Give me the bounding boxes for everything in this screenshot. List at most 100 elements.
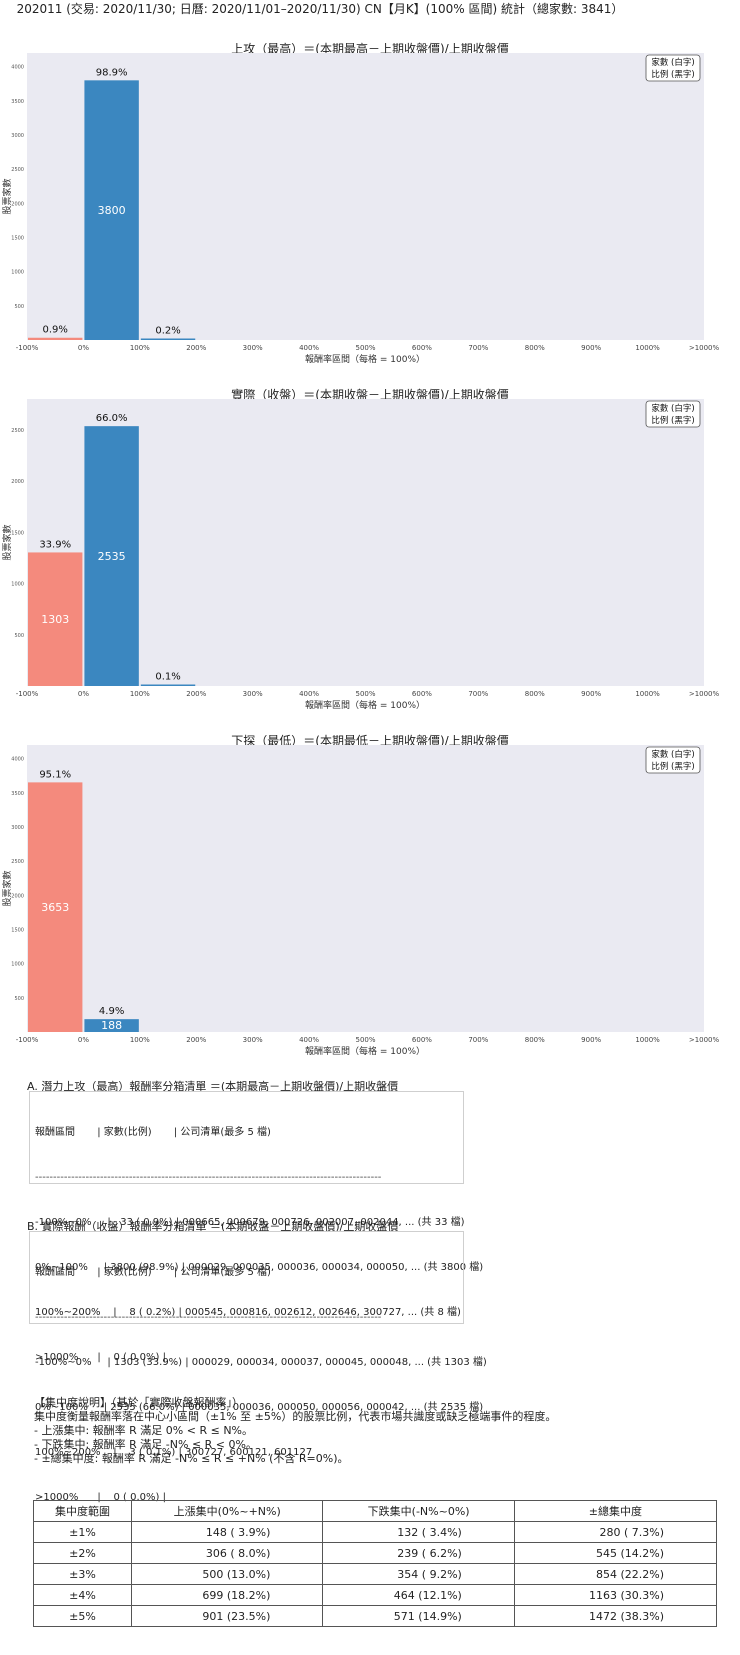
list-a-row: 0%~100% | 3800 (98.9%) | 000029, 000035,… bbox=[35, 1262, 484, 1273]
x-tick-label: 400% bbox=[299, 344, 319, 352]
x-tick-label: -100% bbox=[16, 344, 39, 352]
x-axis-label: 報酬率區間（每格 = 100%） bbox=[305, 353, 425, 365]
table-cell: ±3% bbox=[33, 1563, 132, 1585]
y-tick-label: 3000 bbox=[11, 825, 24, 831]
bar bbox=[28, 782, 83, 1032]
concentration-notes: 【集中度說明】（基於「實際收盤報酬率」） 集中度衡量報酬率落在中心小區間（±1%… bbox=[34, 1396, 556, 1466]
legend-count-label: 家數 (白字) bbox=[651, 57, 694, 68]
x-tick-label: 100% bbox=[130, 344, 150, 352]
bar-count-label: 3653 bbox=[41, 901, 69, 914]
y-axis-label: 股票家數 bbox=[1, 870, 13, 906]
bar-percent-label: 4.9% bbox=[99, 1006, 124, 1017]
list-a-box: 報酬區間 | 家數(比例) | 公司清單(最多 5 檔) -----------… bbox=[29, 1091, 483, 1363]
table-cell: 699 (18.2%) bbox=[130, 1584, 324, 1606]
x-tick-label: 1000% bbox=[635, 344, 660, 352]
x-axis-label: 報酬率區間（每格 = 100%） bbox=[305, 699, 425, 711]
list-b-header: 報酬區間 | 家數(比例) | 公司清單(最多 5 檔) bbox=[35, 1267, 271, 1278]
legend-percent-label: 比例 (黑字) bbox=[651, 415, 694, 426]
chart-2-actual-close: 500 1000 1500 2000 2500 股票家數 -100% 0% 100% 200% 30… bbox=[1, 399, 720, 711]
legend-count-label: 家數 (白字) bbox=[651, 403, 694, 414]
chart-2-title: 實際（收盤）＝(本期收盤－上期收盤價)/上期收盤價 bbox=[231, 388, 509, 402]
legend-count-label: 家數 (白字) bbox=[651, 749, 694, 760]
x-tick-label: 900% bbox=[581, 1036, 601, 1044]
x-tick-label: 800% bbox=[525, 1036, 545, 1044]
table-row: ±3% 500 (13.0%) 354 ( 9.2%) 854 (22.2%) bbox=[33, 1563, 718, 1585]
y-tick-label: 4000 bbox=[11, 757, 24, 763]
concentration-table: 集中度範圍 上漲集中(0%~+N%) 下跌集中(-N%~0%) ±總集中度 ±1… bbox=[33, 1500, 718, 1627]
bar-percent-label: 0.1% bbox=[155, 672, 180, 683]
bar bbox=[28, 552, 83, 686]
y-axis-label: 股票家數 bbox=[1, 524, 13, 560]
table-cell: 571 (14.9%) bbox=[322, 1605, 515, 1627]
table-cell: 1163 (30.3%) bbox=[513, 1584, 718, 1606]
chart-1-title: 上攻（最高）＝(本期最高－上期收盤價)/上期收盤價 bbox=[231, 42, 509, 56]
x-tick-label: 0% bbox=[78, 1036, 89, 1044]
legend-percent-label: 比例 (黑字) bbox=[651, 69, 694, 80]
plot-area bbox=[27, 399, 704, 686]
legend-percent-label: 比例 (黑字) bbox=[651, 761, 694, 772]
y-tick-label: 500 bbox=[14, 996, 24, 1002]
table-cell: ±1% bbox=[33, 1521, 132, 1543]
x-tick-label: -100% bbox=[16, 1036, 39, 1044]
x-tick-label: 900% bbox=[581, 690, 601, 698]
x-tick-label: 400% bbox=[299, 690, 319, 698]
table-cell: ±5% bbox=[33, 1605, 132, 1627]
x-tick-label: 800% bbox=[525, 344, 545, 352]
x-tick-label: 700% bbox=[468, 1036, 488, 1044]
table-row: ±5% 901 (23.5%) 571 (14.9%) 1472 (38.3%) bbox=[33, 1605, 718, 1627]
table-cell: 545 (14.2%) bbox=[513, 1542, 718, 1564]
concentration-item: - ±總集中度: 報酬率 R 滿足 -N% ≤ R ≤ +N% (不含 R=0%… bbox=[34, 1452, 349, 1465]
x-tick-label: 200% bbox=[186, 1036, 206, 1044]
x-tick-label: 300% bbox=[243, 1036, 263, 1044]
bar-count-label: 188 bbox=[101, 1019, 122, 1032]
list-b-row: >1000% | 0 ( 0.0%) | bbox=[35, 1492, 166, 1503]
table-cell: 280 ( 7.3%) bbox=[513, 1521, 718, 1543]
bar-percent-label: 0.2% bbox=[155, 326, 180, 337]
x-tick-label: -100% bbox=[16, 690, 39, 698]
x-tick-label: >1000% bbox=[689, 1036, 720, 1044]
bar bbox=[84, 80, 139, 340]
bar bbox=[28, 337, 83, 340]
concentration-item: - 上漲集中: 報酬率 R 滿足 0% < R ≤ N%。 bbox=[34, 1424, 253, 1437]
y-tick-label: 1000 bbox=[11, 962, 24, 968]
list-a-row: 100%~200% | 8 ( 0.2%) | 000545, 000816, … bbox=[35, 1307, 461, 1318]
bar bbox=[140, 684, 196, 686]
legend-box bbox=[645, 746, 701, 774]
y-tick-label: 2000 bbox=[11, 893, 24, 899]
bar bbox=[140, 338, 196, 340]
column-header: 上漲集中(0%~+N%) bbox=[130, 1500, 324, 1522]
bar bbox=[84, 426, 139, 686]
x-tick-label: 700% bbox=[468, 344, 488, 352]
bar-percent-label: 95.1% bbox=[39, 769, 71, 780]
concentration-item: - 下跌集中: 報酬率 R 滿足 -N% ≤ R < 0%。 bbox=[34, 1438, 257, 1451]
y-tick-label: 3500 bbox=[11, 791, 24, 797]
plot-area bbox=[27, 53, 704, 340]
x-tick-label: 1000% bbox=[635, 1036, 660, 1044]
table-cell: 354 ( 9.2%) bbox=[322, 1563, 515, 1585]
table-cell: 306 ( 8.0%) bbox=[130, 1542, 324, 1564]
list-b-row: 100%~200% | 3 ( 0.1%) | 300727, 600121, … bbox=[35, 1447, 313, 1458]
x-tick-label: 500% bbox=[355, 690, 375, 698]
x-tick-label: >1000% bbox=[689, 690, 720, 698]
bar-percent-label: 33.9% bbox=[39, 539, 71, 550]
list-a-separator: ----------------------------------------… bbox=[35, 1172, 382, 1183]
legend-box bbox=[645, 400, 701, 428]
table-cell: ±4% bbox=[33, 1584, 132, 1606]
x-tick-label: 800% bbox=[525, 690, 545, 698]
x-tick-label: 200% bbox=[186, 344, 206, 352]
x-tick-label: 100% bbox=[130, 1036, 150, 1044]
y-tick-label: 1000 bbox=[11, 270, 24, 276]
y-tick-label: 3500 bbox=[11, 99, 24, 105]
y-tick-label: 1500 bbox=[11, 530, 24, 536]
y-tick-label: 2000 bbox=[11, 201, 24, 207]
table-cell: 500 (13.0%) bbox=[130, 1563, 324, 1585]
x-tick-label: >1000% bbox=[689, 344, 720, 352]
legend-box bbox=[645, 54, 701, 82]
table-row: ±2% 306 ( 8.0%) 239 ( 6.2%) 545 (14.2%) bbox=[33, 1542, 718, 1564]
table-cell: 464 (12.1%) bbox=[322, 1584, 515, 1606]
y-tick-label: 3000 bbox=[11, 133, 24, 139]
x-tick-label: 900% bbox=[581, 344, 601, 352]
table-header-row: 集中度範圍 上漲集中(0%~+N%) 下跌集中(-N%~0%) ±總集中度 bbox=[33, 1500, 718, 1522]
concentration-title: 【集中度說明】（基於「實際收盤報酬率」） bbox=[34, 1396, 243, 1409]
list-a-title: A. 潛力上攻（最高）報酬率分箱清單 ＝(本期最高－上期收盤價)/上期收盤價 bbox=[27, 1080, 399, 1093]
